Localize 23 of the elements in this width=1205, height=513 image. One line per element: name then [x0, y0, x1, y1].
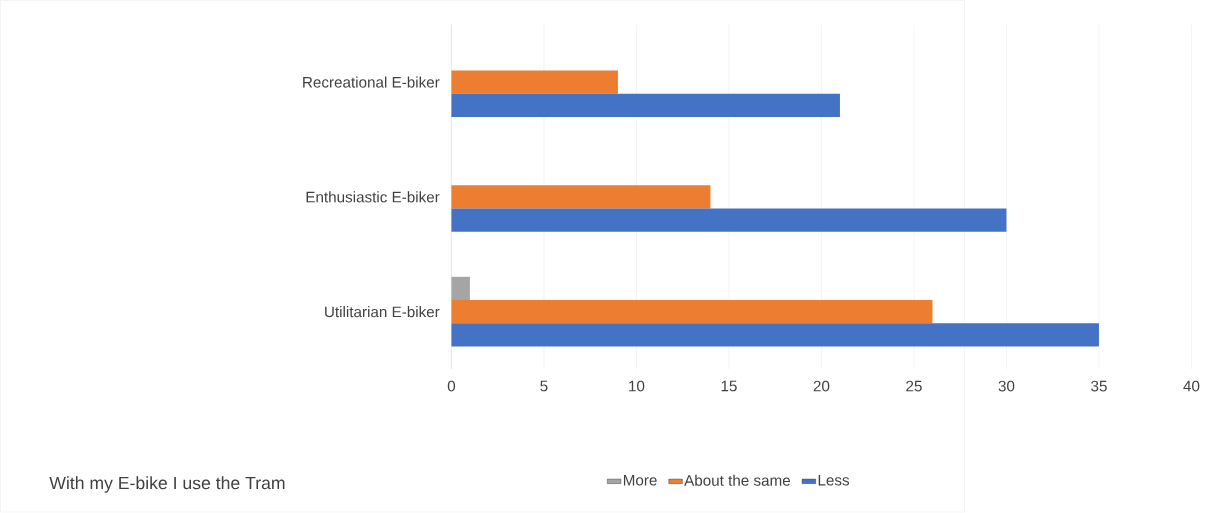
legend-label: About the same — [684, 474, 791, 487]
legend-title: With my E-bike I use the Tram — [49, 476, 285, 493]
bar — [451, 93, 840, 118]
bar — [451, 300, 933, 324]
x-tick-label: 30 — [998, 380, 1015, 392]
y-tick-label: Enthusiastic E-biker — [306, 191, 440, 203]
x-tick-label: 0 — [447, 380, 456, 392]
legend-label: More — [623, 475, 657, 486]
y-tick-label: Recreational E-biker — [303, 76, 440, 88]
legend-label: Less — [818, 475, 850, 486]
x-tick-label: 15 — [721, 380, 737, 392]
x-tick-label: 25 — [906, 380, 922, 392]
x-tick-label: 5 — [540, 380, 548, 392]
bar — [451, 70, 618, 94]
x-tick-label: 10 — [629, 380, 645, 392]
bar — [451, 185, 711, 209]
bar — [451, 277, 470, 301]
x-tick-label: 35 — [1091, 380, 1107, 392]
x-tick-label: 40 — [1183, 380, 1200, 392]
y-tick-label: Utilitarian E-biker — [325, 306, 440, 318]
x-tick-label: 20 — [813, 380, 830, 392]
bar — [451, 323, 1099, 347]
bar — [451, 208, 1007, 232]
